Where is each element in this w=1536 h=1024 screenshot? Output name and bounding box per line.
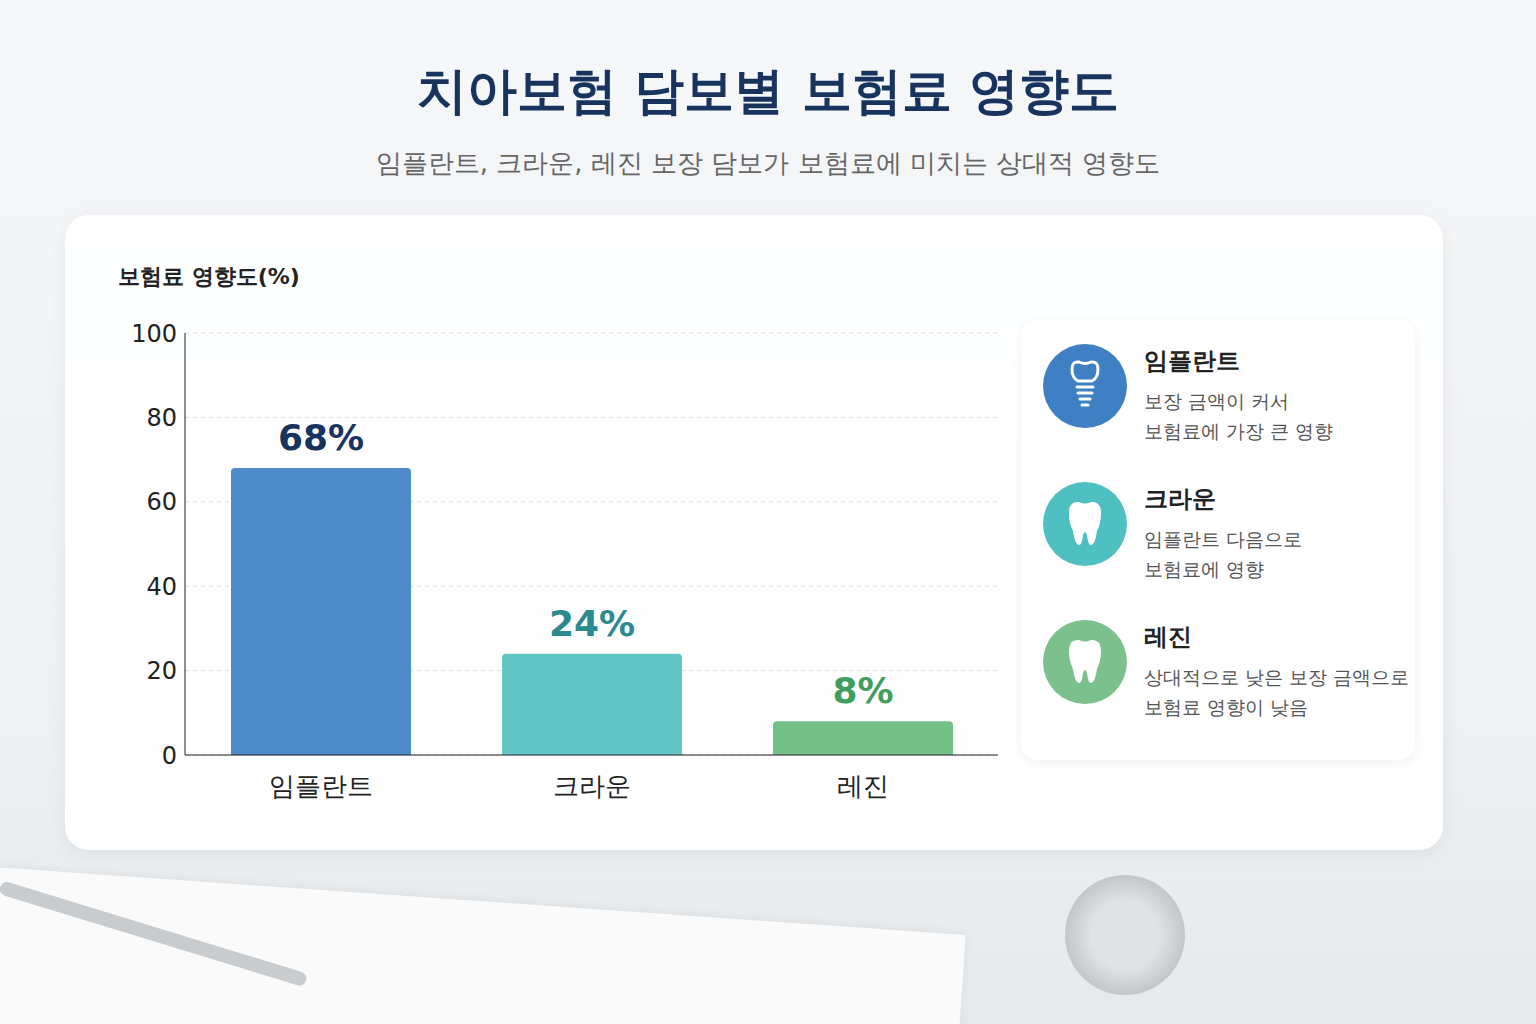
svg-text:0: 0 (162, 742, 177, 770)
html-text:임플란트, 크라운, 레진 보장 담보가 보험료에 미치는: 임플란트, 크라운, 레진 보장 담보가 보험료에 미치는 상대적 영향도 (375, 148, 1161, 178)
svg-text:80: 80 (146, 404, 177, 432)
svg-text:60: 60 (146, 488, 177, 516)
html-text:상대적으로 낮은 보장 금액으로: 상대적으로 낮은 보장 금액으로 (1144, 666, 1410, 688)
html-text:임플란트 다음으로: 임플란트 다음으로 (1144, 528, 1302, 550)
svg-text:임플란트: 임플란트 (269, 771, 373, 801)
html-text:보험료 영향이 낮음: 보험료 영향이 낮음 (1144, 696, 1309, 718)
svg-text:20: 20 (146, 657, 177, 685)
svg-text:레진: 레진 (837, 771, 889, 801)
svg-text:40: 40 (146, 573, 177, 601)
html-text:보험료 영향도(%): 보험료 영향도(%) (118, 264, 300, 289)
svg-text:24%: 24% (549, 603, 635, 644)
html-text:임플란트: 임플란트 (1144, 347, 1240, 375)
svg-text:크라운: 크라운 (553, 771, 631, 801)
html-text:치아보험 담보별 보험료 영향도: 치아보험 담보별 보험료 영향도 (416, 62, 1120, 120)
svg-text:8%: 8% (832, 670, 893, 711)
html-text:보장 금액이 커서: 보장 금액이 커서 (1144, 390, 1290, 412)
html-text:보험료에 영향: 보험료에 영향 (1144, 558, 1264, 580)
svg-text:100: 100 (131, 320, 177, 348)
html-text:보험료에 가장 큰 영향: 보험료에 가장 큰 영향 (1144, 420, 1334, 442)
html-text:크라운: 크라운 (1144, 485, 1216, 513)
svg-text:68%: 68% (278, 417, 364, 458)
html-text:레진: 레진 (1144, 623, 1192, 651)
